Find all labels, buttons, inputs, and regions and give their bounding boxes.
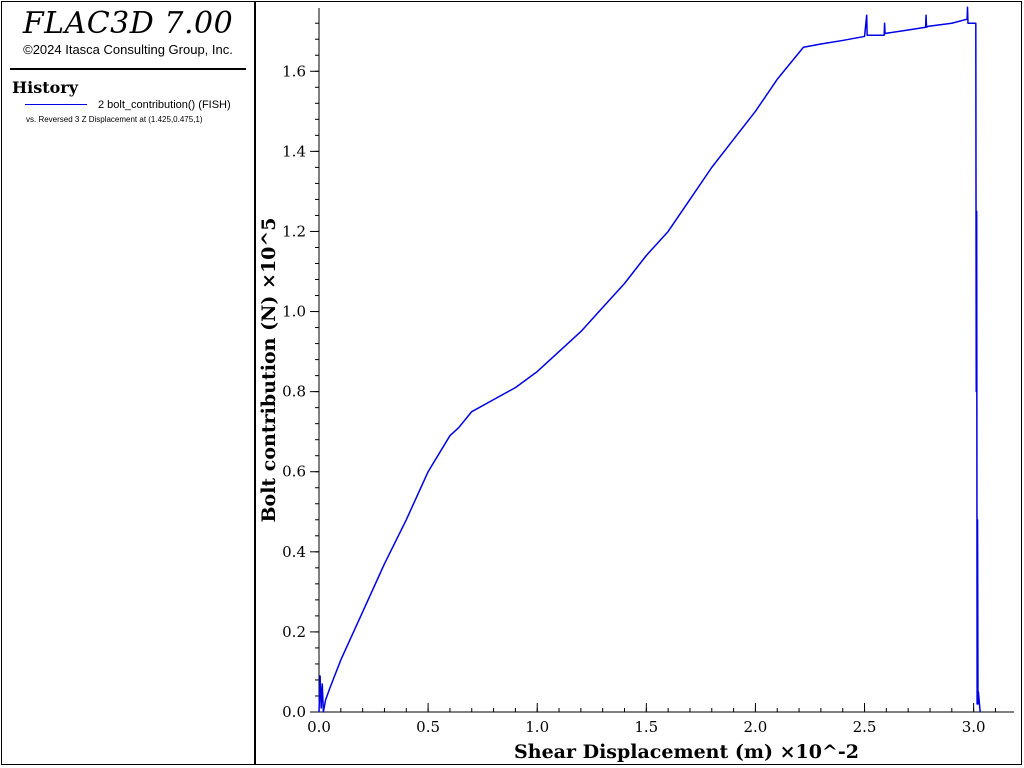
y-tick-label: 1.6 [282, 62, 306, 80]
y-tick-label: 1.0 [282, 303, 306, 321]
x-tick-label: 3.0 [962, 718, 986, 736]
y-tick-label: 0.0 [282, 703, 306, 721]
series-line [318, 6, 981, 713]
history-heading: History [12, 78, 78, 97]
x-ticks: 0.0 0.5 1.0 1.5 2.0 2.5 3.0 [307, 703, 996, 736]
y-tick-label: 1.4 [282, 142, 306, 160]
y-tick-label: 0.4 [282, 543, 306, 561]
app-title: FLAC3D 7.00 [22, 6, 234, 41]
plot-panel: 0.0 0.5 1.0 1.5 2.0 2.5 3.0 0.0 0.2 0.4 0.6 0.8 1.0… [255, 1, 1022, 765]
legend-swatch-line [25, 104, 87, 105]
x-axis-label: Shear Displacement (m) ×10^-2 [514, 741, 859, 763]
y-tick-label: 1.2 [282, 222, 306, 240]
copyright-text: ©2024 Itasca Consulting Group, Inc. [23, 42, 233, 57]
history-chart: 0.0 0.5 1.0 1.5 2.0 2.5 3.0 0.0 0.2 0.4 0.6 0.8 1.0… [258, 6, 1014, 763]
y-tick-label: 0.2 [282, 623, 306, 641]
x-tick-label: 2.0 [743, 718, 767, 736]
y-axis-label: Bolt contribution (N) ×10^5 [258, 217, 280, 522]
x-tick-label: 0.0 [307, 718, 331, 736]
x-tick-label: 1.5 [634, 718, 658, 736]
legend-panel: FLAC3D 7.00 ©2024 Itasca Consulting Grou… [1, 1, 255, 765]
x-tick-label: 1.0 [525, 718, 549, 736]
title-divider [10, 68, 246, 70]
legend-vs-label: vs. Reversed 3 Z Displacement at (1.425,… [26, 115, 203, 124]
y-tick-label: 0.8 [282, 383, 306, 401]
x-tick-label: 0.5 [416, 718, 440, 736]
series-group [318, 6, 981, 713]
y-ticks: 0.0 0.2 0.4 0.6 0.8 1.0 1.2 1.4 1.6 [282, 22, 319, 721]
y-tick-label: 0.6 [282, 463, 306, 481]
legend-series-label: 2 bolt_contribution() (FISH) [98, 99, 231, 111]
x-tick-label: 2.5 [853, 718, 877, 736]
axes [318, 8, 1014, 713]
